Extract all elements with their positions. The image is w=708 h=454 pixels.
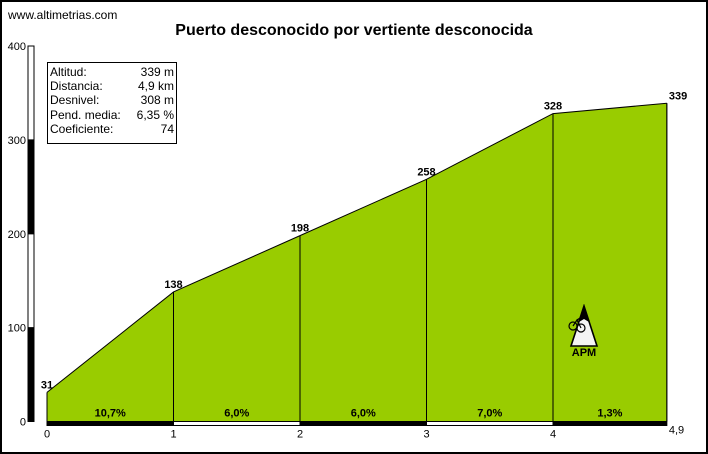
profile-line xyxy=(46,102,667,393)
info-value-coeficiente: 74 xyxy=(160,121,174,136)
chart-title: Puerto desconocido por vertiente descono… xyxy=(175,22,533,39)
info-label-coeficiente: Coeficiente: xyxy=(50,121,114,136)
y-tick-label: 400 xyxy=(8,41,26,53)
info-row-altitud: Altitud: 339 m xyxy=(50,65,174,79)
y-axis-bar-segment xyxy=(27,233,35,329)
info-value-pendiente: 6,35 % xyxy=(136,107,174,122)
segment-grade-label: 10,7% xyxy=(95,408,126,420)
info-box: Altitud: 339 m Distancia: 4,9 km Desnive… xyxy=(47,62,177,144)
mountain-peak-icon xyxy=(579,306,589,322)
site-url: www.altimetrias.com xyxy=(8,8,118,22)
altitude-point-label: 339 xyxy=(669,90,687,102)
info-label-altitud: Altitud: xyxy=(50,65,87,79)
info-value-altitud: 339 m xyxy=(140,65,174,79)
x-axis-bar-segment xyxy=(552,421,668,426)
altitude-point-label: 328 xyxy=(544,101,562,113)
x-tick-label: 4,9 xyxy=(669,425,684,437)
x-axis-bar-segment xyxy=(426,421,554,426)
x-tick-label: 3 xyxy=(423,429,429,441)
segment-grade-label: 7,0% xyxy=(477,408,502,420)
x-axis-bar-segment xyxy=(46,421,174,426)
y-axis-bar-segment xyxy=(27,327,35,422)
info-row-desnivel: Desnivel: 308 m xyxy=(50,93,174,107)
x-tick-label: 2 xyxy=(297,429,303,441)
segment-grade-label: 1,3% xyxy=(597,408,622,420)
x-tick-label: 4 xyxy=(550,429,556,441)
y-axis-bar-segment xyxy=(27,45,35,141)
info-row-coeficiente: Coeficiente: 74 xyxy=(50,122,174,136)
bicycle-frame-icon xyxy=(572,317,582,329)
info-label-pendiente: Pend. media: xyxy=(50,107,121,122)
altitude-point-label: 31 xyxy=(41,379,53,391)
segment-grade-label: 6,0% xyxy=(224,408,249,420)
y-tick-label: 300 xyxy=(8,135,26,147)
y-tick-label: 0 xyxy=(20,417,26,429)
x-tick-label: 1 xyxy=(170,429,176,441)
profile-area xyxy=(47,103,667,422)
info-row-distancia: Distancia: 4,9 km xyxy=(50,79,174,93)
y-axis-bar-segment xyxy=(27,139,35,235)
y-tick-label: 200 xyxy=(8,229,26,241)
segment-grade-label: 6,0% xyxy=(351,408,376,420)
altitude-point-label: 198 xyxy=(291,223,309,235)
altitude-point-label: 138 xyxy=(164,279,182,291)
apm-logo: APM xyxy=(568,304,599,359)
x-tick-label: 0 xyxy=(44,429,50,441)
x-axis-bar-segment xyxy=(299,421,427,426)
info-label-desnivel: Desnivel: xyxy=(50,93,100,108)
bicycle-wheel-front-icon xyxy=(576,323,586,333)
apm-logo-text: APM xyxy=(572,347,596,359)
y-tick-label: 100 xyxy=(8,323,26,335)
info-label-distancia: Distancia: xyxy=(50,79,103,94)
x-axis-bar-segment xyxy=(173,421,301,426)
info-value-desnivel: 308 m xyxy=(140,93,174,108)
info-value-distancia: 4,9 km xyxy=(137,79,174,94)
altitude-point-label: 258 xyxy=(417,166,435,178)
info-row-pendiente: Pend. media: 6,35 % xyxy=(50,108,174,122)
